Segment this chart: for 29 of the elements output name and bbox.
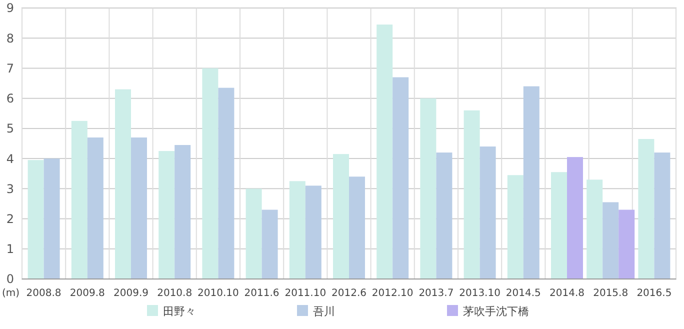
x-tick-label: 2011.6: [244, 288, 280, 299]
legend-label: 茅吹手沈下橋: [463, 305, 529, 318]
y-tick-label: 8: [6, 31, 14, 46]
x-tick-label: 2008.8: [26, 288, 62, 299]
legend-label: 田野々: [163, 305, 196, 318]
x-tick-label: 2009.8: [70, 288, 105, 299]
x-tick-label: 2010.8: [157, 288, 192, 299]
y-tick-label: 9: [6, 1, 14, 16]
x-tick-label: 2013.10: [459, 288, 500, 299]
y-tick-label: 0: [6, 272, 14, 286]
x-tick-label: 2011.10: [284, 288, 326, 299]
legend-label: 吾川: [313, 305, 335, 318]
y-tick-label: 4: [6, 152, 14, 166]
y-axis-title: (m): [2, 288, 20, 299]
y-tick-label: 7: [6, 61, 14, 76]
y-tick-label: 2: [6, 212, 14, 226]
y-tick-label: 5: [6, 122, 14, 136]
x-tick-label: 2015.8: [593, 288, 628, 299]
x-tick-label: 2012.6: [332, 288, 366, 299]
y-tick-label: 6: [6, 92, 14, 106]
y-tick-label: 3: [6, 182, 14, 196]
y-tick-label: 1: [6, 242, 14, 256]
x-tick-label: 2016.5: [636, 288, 672, 299]
x-tick-label: 2014.5: [506, 288, 541, 299]
x-tick-label: 2014.8: [550, 288, 584, 299]
x-tick-label: 2012.10: [372, 288, 414, 299]
x-tick-label: 2013.7: [418, 288, 454, 299]
x-tick-label: 2009.9: [114, 288, 148, 299]
x-tick-label: 2010.10: [198, 288, 239, 299]
